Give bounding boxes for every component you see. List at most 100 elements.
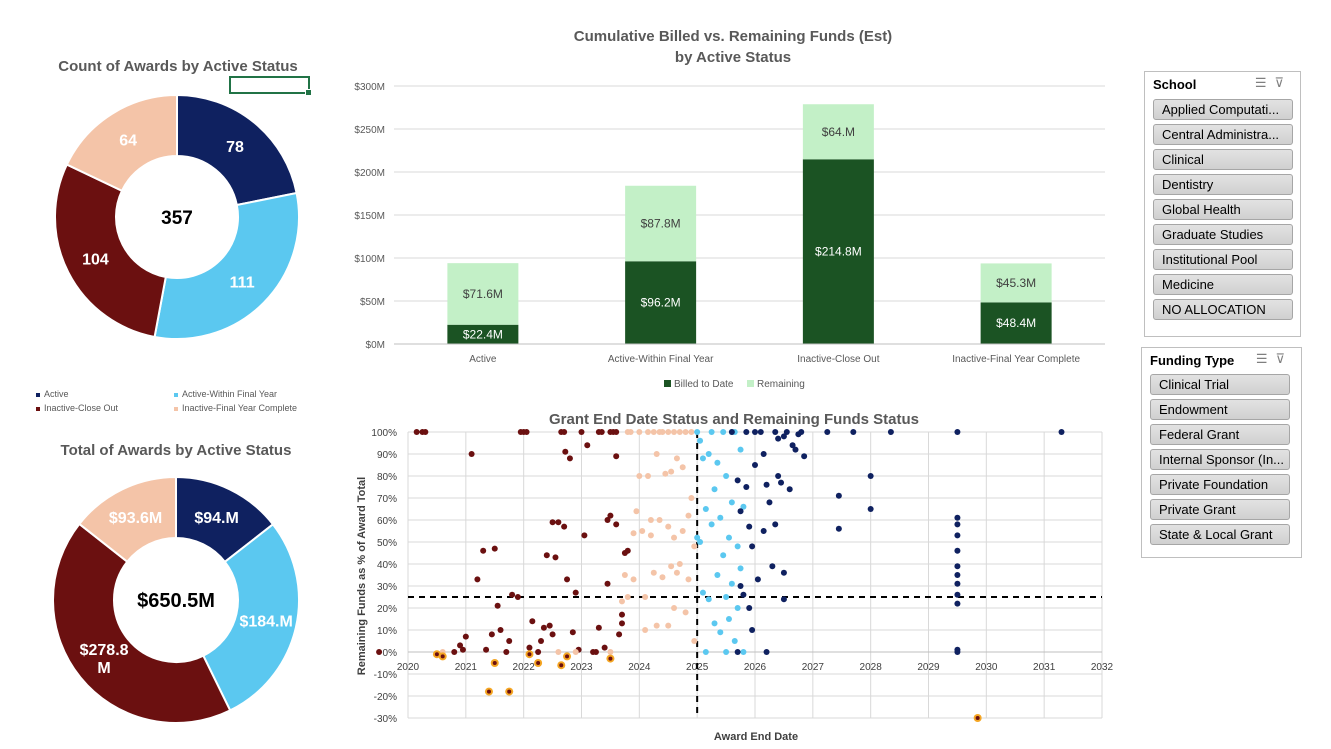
scatter-point xyxy=(562,448,569,455)
bar-chart-title-line1: Cumulative Billed vs. Remaining Funds (E… xyxy=(573,28,893,45)
scatter-point xyxy=(723,594,730,600)
donut-total-label: M xyxy=(97,660,110,677)
donut-total-slice xyxy=(77,475,177,564)
school-slicer-item[interactable]: Dentistry xyxy=(1153,174,1293,195)
funding-slicer-item[interactable]: Endowment xyxy=(1150,399,1290,420)
scatter-ytick-label: 20% xyxy=(377,604,397,615)
scatter-xtick-label: 2028 xyxy=(860,662,883,673)
scatter-point xyxy=(801,453,808,460)
bar-billed-label: $48.4M xyxy=(996,316,1036,330)
scatter-point xyxy=(743,429,750,435)
scatter-point xyxy=(642,627,649,633)
scatter-point xyxy=(679,528,686,534)
scatter-point xyxy=(1058,429,1065,435)
scatter-xlabel: Award End Date xyxy=(714,731,798,743)
scatter-point xyxy=(592,649,599,655)
funding-slicer-item[interactable]: Federal Grant xyxy=(1150,424,1290,445)
bar-billed-label: $96.2M xyxy=(641,296,681,310)
scatter-point xyxy=(671,534,678,541)
funding-slicer-item[interactable]: Clinical Trial xyxy=(1150,374,1290,395)
scatter-point xyxy=(789,442,796,449)
scatter-point xyxy=(763,481,770,488)
scatter-point xyxy=(598,429,605,435)
scatter-ytick-label: 10% xyxy=(377,626,397,637)
school-slicer-item[interactable]: Medicine xyxy=(1153,274,1293,295)
scatter-point-negative-core xyxy=(565,654,570,659)
scatter-point xyxy=(665,523,672,530)
scatter-ytick-label: 50% xyxy=(377,538,397,549)
scatter-point xyxy=(607,512,614,519)
scatter-point xyxy=(480,547,487,554)
clear-filter-icon[interactable]: ⊽ xyxy=(1275,351,1293,366)
school-slicer-item[interactable]: Institutional Pool xyxy=(1153,249,1293,270)
scatter-ytick-label: 90% xyxy=(377,450,397,461)
school-slicer-item[interactable]: Global Health xyxy=(1153,199,1293,220)
funding-slicer-item[interactable]: Private Foundation xyxy=(1150,474,1290,495)
scatter-point xyxy=(561,429,568,435)
school-slicer-header: School xyxy=(1153,77,1197,92)
scatter-point xyxy=(824,429,831,435)
donut-count-slice xyxy=(176,93,298,207)
scatter-point xyxy=(607,649,614,655)
scatter-point xyxy=(636,429,643,435)
scatter-point-negative-core xyxy=(492,661,497,665)
scatter-point xyxy=(671,605,678,611)
school-slicer-item[interactable]: Clinical xyxy=(1153,149,1293,170)
scatter-ytick-label: 60% xyxy=(377,516,397,527)
scatter-point xyxy=(503,649,510,655)
scatter-xtick-label: 2026 xyxy=(744,662,767,673)
funding-slicer-item[interactable]: Internal Sponsor (In... xyxy=(1150,449,1290,470)
scatter-point xyxy=(630,530,637,537)
scatter-point xyxy=(685,512,692,519)
scatter-point xyxy=(509,591,516,598)
scatter-point xyxy=(772,429,779,435)
bar-legend-billed: Billed to Date xyxy=(674,379,734,390)
scatter-point xyxy=(688,495,695,501)
donut-total-title: Total of Awards by Active Status xyxy=(60,442,292,459)
scatter-ytick-label: 0% xyxy=(383,648,398,659)
scatter-point xyxy=(682,429,689,435)
school-slicer-item[interactable]: Applied Computati... xyxy=(1153,99,1293,120)
scatter-point xyxy=(691,543,698,550)
multiselect-icon[interactable]: ☰ xyxy=(1254,75,1275,90)
scatter-xtick-label: 2029 xyxy=(917,662,940,673)
scatter-point xyxy=(887,429,894,435)
selected-cell[interactable] xyxy=(229,76,312,96)
funding-slicer-item[interactable]: Private Grant xyxy=(1150,499,1290,520)
multiselect-icon[interactable]: ☰ xyxy=(1255,351,1276,366)
scatter-point xyxy=(613,429,620,435)
school-slicer-item[interactable]: NO ALLOCATION xyxy=(1153,299,1293,320)
donut-total-center-total: $650.5M xyxy=(137,590,215,612)
school-slicer-item[interactable]: Central Administra... xyxy=(1153,124,1293,145)
scatter-point xyxy=(694,534,701,541)
scatter-ytick-label: -10% xyxy=(374,670,397,681)
scatter-point xyxy=(954,572,961,578)
scatter-point xyxy=(566,455,573,462)
funding-slicer-item[interactable]: State & Local Grant xyxy=(1150,524,1290,545)
school-slicer: School ☰⊽ Applied Computati... Central Ad… xyxy=(1144,71,1301,337)
clear-filter-icon[interactable]: ⊽ xyxy=(1274,75,1292,90)
bar-billed xyxy=(447,324,519,344)
scatter-point xyxy=(714,459,721,466)
scatter-point xyxy=(650,569,657,576)
scatter-xtick-label: 2023 xyxy=(570,662,593,673)
scatter-point xyxy=(673,569,680,576)
school-slicer-item[interactable]: Graduate Studies xyxy=(1153,224,1293,245)
scatter-point xyxy=(867,506,874,512)
scatter-point xyxy=(749,543,756,550)
scatter-point xyxy=(766,499,773,506)
scatter-point xyxy=(740,503,747,510)
scatter-point xyxy=(720,429,727,435)
scatter-point xyxy=(595,624,602,631)
bar-ytick-label: $0M xyxy=(366,340,385,351)
donut-total-slice xyxy=(201,522,300,712)
scatter-point xyxy=(954,532,961,539)
bar-ytick-label: $100M xyxy=(354,254,385,265)
scatter-point xyxy=(633,508,640,515)
scatter-point xyxy=(737,565,744,572)
scatter-ytick-label: 70% xyxy=(377,494,397,505)
scatter-point xyxy=(581,532,588,539)
scatter-point xyxy=(604,517,611,523)
legend-final: Inactive-Final Year Complete xyxy=(174,403,297,413)
